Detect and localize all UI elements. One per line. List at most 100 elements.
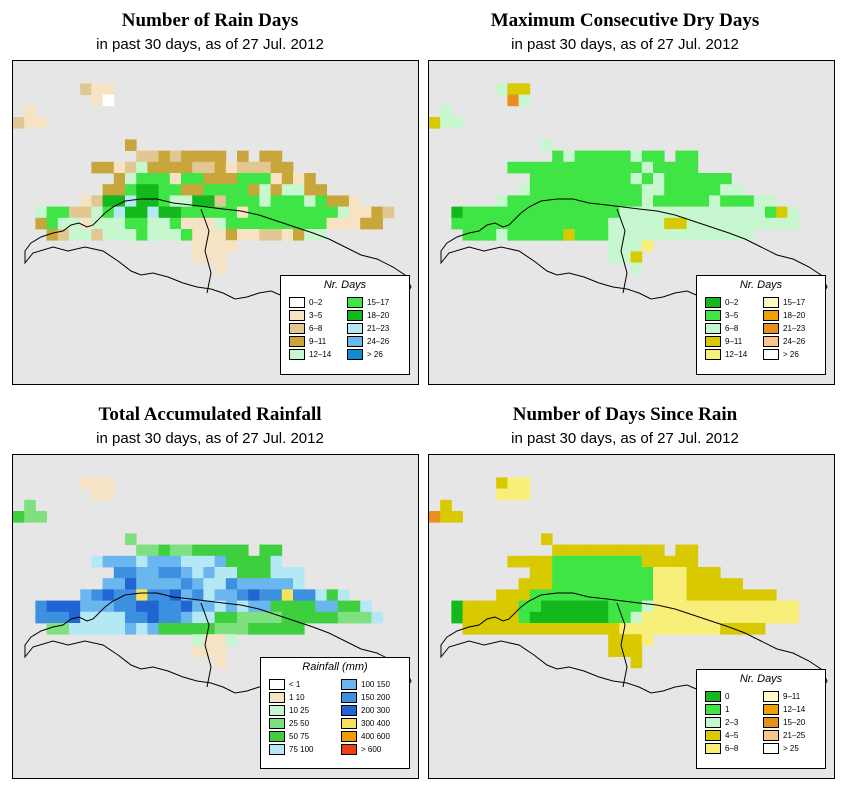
country-border (616, 602, 628, 688)
grid-cell (158, 600, 171, 613)
grid-cell (507, 600, 519, 613)
grid-cell (35, 600, 47, 613)
grid-cell (585, 195, 598, 207)
grid-cell (270, 589, 283, 601)
grid-cell (225, 578, 238, 590)
legend-label: 0–2 (725, 297, 739, 307)
grid-cell (664, 206, 676, 219)
grid-cell (608, 611, 620, 624)
legend-label: 200 300 (361, 705, 390, 715)
grid-cell (541, 229, 553, 241)
legend-label: 12–14 (309, 349, 332, 359)
grid-cell (653, 217, 665, 230)
legend-swatch (705, 690, 721, 702)
grid-cell (147, 173, 159, 185)
grid-cell (293, 600, 305, 613)
grid-cell (259, 161, 271, 174)
grid-cell (518, 578, 531, 590)
grid-cell (80, 589, 92, 601)
grid-cell (237, 623, 249, 635)
legend-swatch (705, 322, 721, 334)
legend-swatch (763, 309, 779, 321)
grid-cell (192, 555, 204, 568)
country-border (200, 208, 212, 294)
grid-cell (574, 229, 587, 241)
grid-cell (147, 195, 159, 207)
legend: Nr. Days 0–2 3–5 6–8 9–11 12–14 15–17 18… (280, 275, 410, 375)
grid-cell (203, 150, 215, 163)
grid-cell (518, 600, 531, 613)
grid-cell (181, 161, 193, 174)
grid-cell (742, 611, 755, 624)
grid-cell (742, 217, 755, 230)
grid-cell (237, 229, 249, 241)
grid-cell (529, 173, 542, 185)
grid-cell (69, 623, 81, 635)
grid-cell (203, 544, 215, 557)
grid-cell (281, 229, 294, 241)
grid-cell (429, 117, 441, 129)
grid-cell (281, 589, 294, 601)
grid-cell (574, 544, 587, 557)
grid-cell (248, 206, 260, 219)
grid-cell (552, 173, 564, 185)
grid-cell (158, 184, 171, 196)
grid-cell (608, 173, 620, 185)
grid-cell (270, 567, 283, 579)
grid-cell (574, 623, 587, 635)
legend: Rainfall (mm) < 1 1 10 10 25 25 50 50 75… (260, 657, 410, 769)
map-days-since-rain: Nr. Days 0 1 2–3 4–5 6–8 9–11 12–14 15–2… (428, 454, 835, 779)
grid-cell (529, 184, 542, 196)
grid-cell (91, 206, 103, 219)
grid-cell (192, 206, 204, 219)
legend-label: 12–14 (783, 704, 806, 714)
grid-cell (574, 206, 587, 219)
grid-cell (147, 217, 159, 230)
grid-cell (102, 488, 115, 501)
grid-cell (753, 195, 766, 207)
grid-cell (259, 229, 271, 241)
grid-cell (686, 544, 699, 557)
grid-cell (270, 555, 283, 568)
grid-cell (630, 240, 643, 252)
grid-cell (293, 611, 305, 624)
grid-cell (597, 184, 609, 196)
grid-cell (675, 173, 687, 185)
grid-cell (697, 173, 710, 185)
grid-cell (731, 578, 743, 590)
grid-cell (304, 217, 316, 230)
grid-cell (630, 634, 643, 646)
legend-swatch (269, 678, 285, 690)
grid-cell (518, 206, 531, 219)
grid-cell (709, 589, 721, 601)
panel-subtitle-total-rainfall: in past 30 days, as of 27 Jul. 2012 (96, 430, 324, 447)
grid-cell (102, 600, 115, 613)
grid-cell (641, 229, 654, 241)
grid-cell (125, 229, 137, 241)
grid-cell (597, 173, 609, 185)
grid-cell (248, 567, 260, 579)
grid-cell (765, 589, 777, 601)
grid-cell (91, 217, 103, 230)
grid-cell (563, 555, 575, 568)
grid-cell (529, 589, 542, 601)
grid-cell (203, 589, 215, 601)
grid-cell (630, 600, 643, 613)
grid-cell (102, 623, 115, 635)
grid-cell (664, 567, 676, 579)
grid-cell (507, 611, 519, 624)
grid-cell (507, 195, 519, 207)
grid-cell (270, 150, 283, 163)
grid-cell (169, 611, 182, 624)
grid-cell (541, 217, 553, 230)
grid-cell (563, 150, 575, 163)
grid-cell (496, 600, 508, 613)
grid-cell (664, 229, 676, 241)
legend-item: 12–14 (763, 703, 805, 715)
grid-cell (597, 217, 609, 230)
grid-cell (248, 589, 260, 601)
grid-cell (57, 217, 70, 230)
grid-cell (753, 206, 766, 219)
grid-cell (563, 623, 575, 635)
grid-cell (664, 184, 676, 196)
